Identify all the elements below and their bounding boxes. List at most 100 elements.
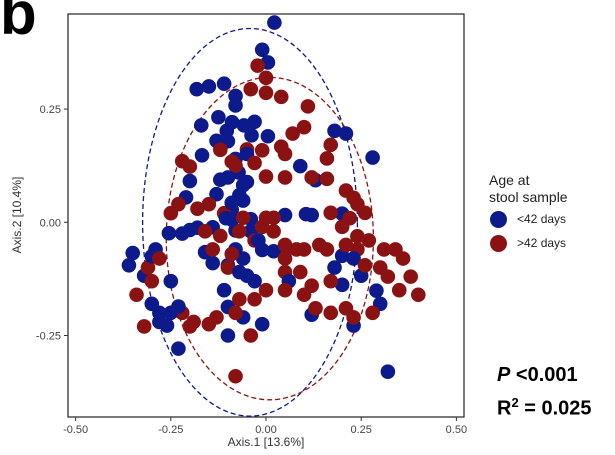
point-0-12 — [194, 147, 210, 163]
point-1-69 — [136, 319, 152, 334]
point-1-30 — [334, 219, 350, 235]
point-1-43 — [338, 237, 354, 253]
point-1-41 — [357, 258, 373, 273]
point-0-16 — [260, 128, 276, 144]
point-1-11 — [277, 146, 293, 162]
point-1-85 — [365, 305, 380, 321]
point-0-38 — [338, 126, 354, 141]
p-value: <0.001 — [515, 364, 578, 386]
point-1-88 — [243, 328, 259, 343]
point-1-29 — [323, 205, 339, 221]
point-1-22 — [304, 170, 319, 185]
point-0-7 — [228, 98, 243, 113]
ellipse-0 — [141, 27, 359, 417]
x-axis-title: Axis.1 [13.6%] — [228, 435, 305, 449]
point-1-38 — [391, 282, 407, 298]
point-1-63 — [171, 196, 186, 212]
point-1-49 — [254, 219, 270, 235]
r2-value: = 0.025 — [518, 397, 592, 420]
point-0-30 — [182, 173, 198, 189]
x-tick-label-0: -0.50 — [63, 424, 88, 436]
x-tick-label-4: 0.50 — [446, 424, 467, 436]
point-0-91 — [171, 341, 186, 356]
point-1-75 — [228, 305, 243, 321]
point-1-77 — [247, 291, 262, 307]
point-0-77 — [254, 316, 270, 332]
y-tick-label-1: 0.00 — [40, 217, 61, 229]
point-1-5 — [300, 99, 316, 114]
point-1-94 — [323, 273, 339, 289]
point-1-68 — [129, 287, 144, 303]
point-1-25 — [346, 190, 361, 206]
point-0-41 — [304, 207, 319, 223]
point-0-89 — [327, 260, 342, 275]
point-1-71 — [182, 319, 198, 334]
point-1-17 — [182, 159, 198, 174]
point-0-26 — [209, 186, 224, 202]
legend-item-under-42: <42 days — [489, 208, 568, 230]
point-0-85 — [346, 251, 361, 266]
point-1-45 — [296, 242, 312, 257]
point-1-56 — [197, 224, 213, 239]
y-tick-label-0: -0.25 — [36, 330, 61, 342]
point-1-7 — [285, 126, 300, 141]
point-0-62 — [121, 258, 137, 273]
point-0-75 — [171, 299, 186, 314]
y-axis-title: Axis.2 [10.4%] — [10, 177, 24, 254]
point-1-62 — [190, 201, 205, 217]
point-1-93 — [319, 242, 335, 257]
point-1-61 — [201, 196, 217, 212]
point-1-79 — [277, 282, 293, 298]
legend-title-line1: Age at — [489, 172, 530, 188]
point-0-35 — [292, 158, 308, 174]
point-0-63 — [205, 255, 220, 271]
p-value-line: P <0.001 — [497, 362, 592, 389]
point-1-1 — [258, 70, 274, 86]
legend-title: Age at stool sample — [489, 172, 568, 206]
point-1-8 — [323, 137, 339, 153]
legend-title-line2: stool sample — [489, 189, 568, 205]
legend-item-over-42: >42 days — [489, 232, 568, 254]
point-1-19 — [247, 155, 262, 171]
point-0-13 — [211, 109, 226, 125]
point-1-39 — [380, 269, 396, 284]
point-0-27 — [224, 195, 240, 211]
point-0-29 — [239, 174, 255, 190]
point-0-68 — [216, 282, 232, 298]
point-1-18 — [228, 158, 243, 173]
point-0-57 — [174, 226, 190, 241]
r2-symbol: R — [497, 397, 512, 420]
point-0-39 — [365, 150, 380, 165]
point-1-82 — [323, 305, 339, 321]
point-1-54 — [220, 260, 236, 275]
point-0-82 — [369, 283, 384, 298]
point-1-23 — [319, 171, 335, 187]
point-1-55 — [205, 242, 220, 257]
point-0-87 — [380, 364, 396, 380]
point-1-36 — [403, 269, 418, 284]
legend: Age at stool sample <42 days >42 days — [489, 172, 568, 254]
r-squared-line: R2 = 0.025 — [497, 389, 592, 423]
point-0-17 — [244, 128, 259, 143]
point-1-9 — [319, 151, 335, 166]
point-0-8 — [193, 118, 209, 133]
point-0-37 — [327, 123, 342, 139]
point-0-69 — [163, 273, 179, 289]
y-tick-label-2: 0.25 — [40, 104, 61, 116]
point-0-53 — [266, 243, 281, 259]
point-1-58 — [232, 224, 247, 239]
point-1-37 — [411, 287, 426, 303]
point-0-0 — [267, 15, 282, 30]
point-0-71 — [152, 314, 167, 330]
panel-letter: b — [0, 0, 37, 47]
point-0-25 — [235, 193, 251, 208]
point-1-59 — [235, 210, 251, 226]
point-1-2 — [243, 81, 259, 97]
point-0-65 — [232, 264, 247, 280]
data-points — [121, 15, 426, 384]
point-0-67 — [247, 273, 262, 289]
point-0-51 — [251, 233, 266, 248]
x-axis: -0.50 -0.25 0.00 0.25 0.50 — [63, 417, 467, 436]
point-1-57 — [213, 228, 228, 244]
